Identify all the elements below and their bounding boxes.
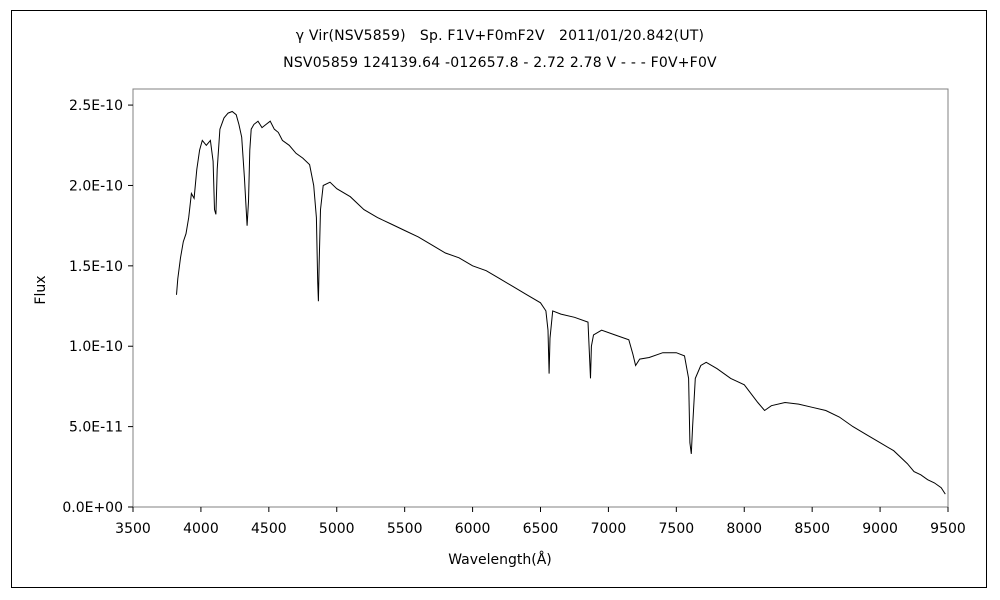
spectrum-line (176, 110, 946, 495)
x-tick-label: 8000 (726, 521, 762, 537)
x-tick-label: 5000 (319, 521, 355, 537)
y-tick-label: 0.0E+00 (62, 500, 123, 516)
x-tick-label: 3500 (115, 521, 151, 537)
x-tick-label: 7000 (591, 521, 627, 537)
y-tick-label: 1.5E-10 (69, 259, 123, 275)
y-axis: 0.0E+00 5.0E-11 1.0E-10 1.5E-10 2.0E-10 2.5E-… (62, 98, 133, 516)
chart-subtitle: NSV05859 124139.64 -012657.8 - 2.72 2.78… (283, 55, 717, 71)
x-tick-label: 9500 (930, 521, 966, 537)
x-tick-label: 7500 (659, 521, 695, 537)
x-tick-label: 4500 (251, 521, 287, 537)
x-tick-label: 9000 (862, 521, 898, 537)
y-axis-label: Flux (33, 275, 49, 305)
y-tick-label: 2.0E-10 (69, 178, 123, 194)
x-tick-label: 6500 (523, 521, 559, 537)
y-tick-label: 1.0E-10 (69, 339, 123, 355)
chart-title: γ Vir(NSV5859) Sp. F1V+F0mF2V 2011/01/20… (295, 28, 705, 44)
y-tick-label: 5.0E-11 (69, 420, 123, 436)
y-tick-label: 2.5E-10 (69, 98, 123, 114)
x-axis-label: Wavelength(Å) (448, 552, 552, 568)
x-tick-label: 8500 (794, 521, 830, 537)
chart-frame (11, 10, 987, 588)
x-tick-label: 6000 (455, 521, 491, 537)
plot-area (132, 88, 949, 508)
x-tick-label: 5500 (387, 521, 423, 537)
x-axis: 3500 4000 4500 5000 5500 6000 6500 7000 7500 8000… (115, 507, 966, 537)
x-tick-label: 4000 (183, 521, 219, 537)
